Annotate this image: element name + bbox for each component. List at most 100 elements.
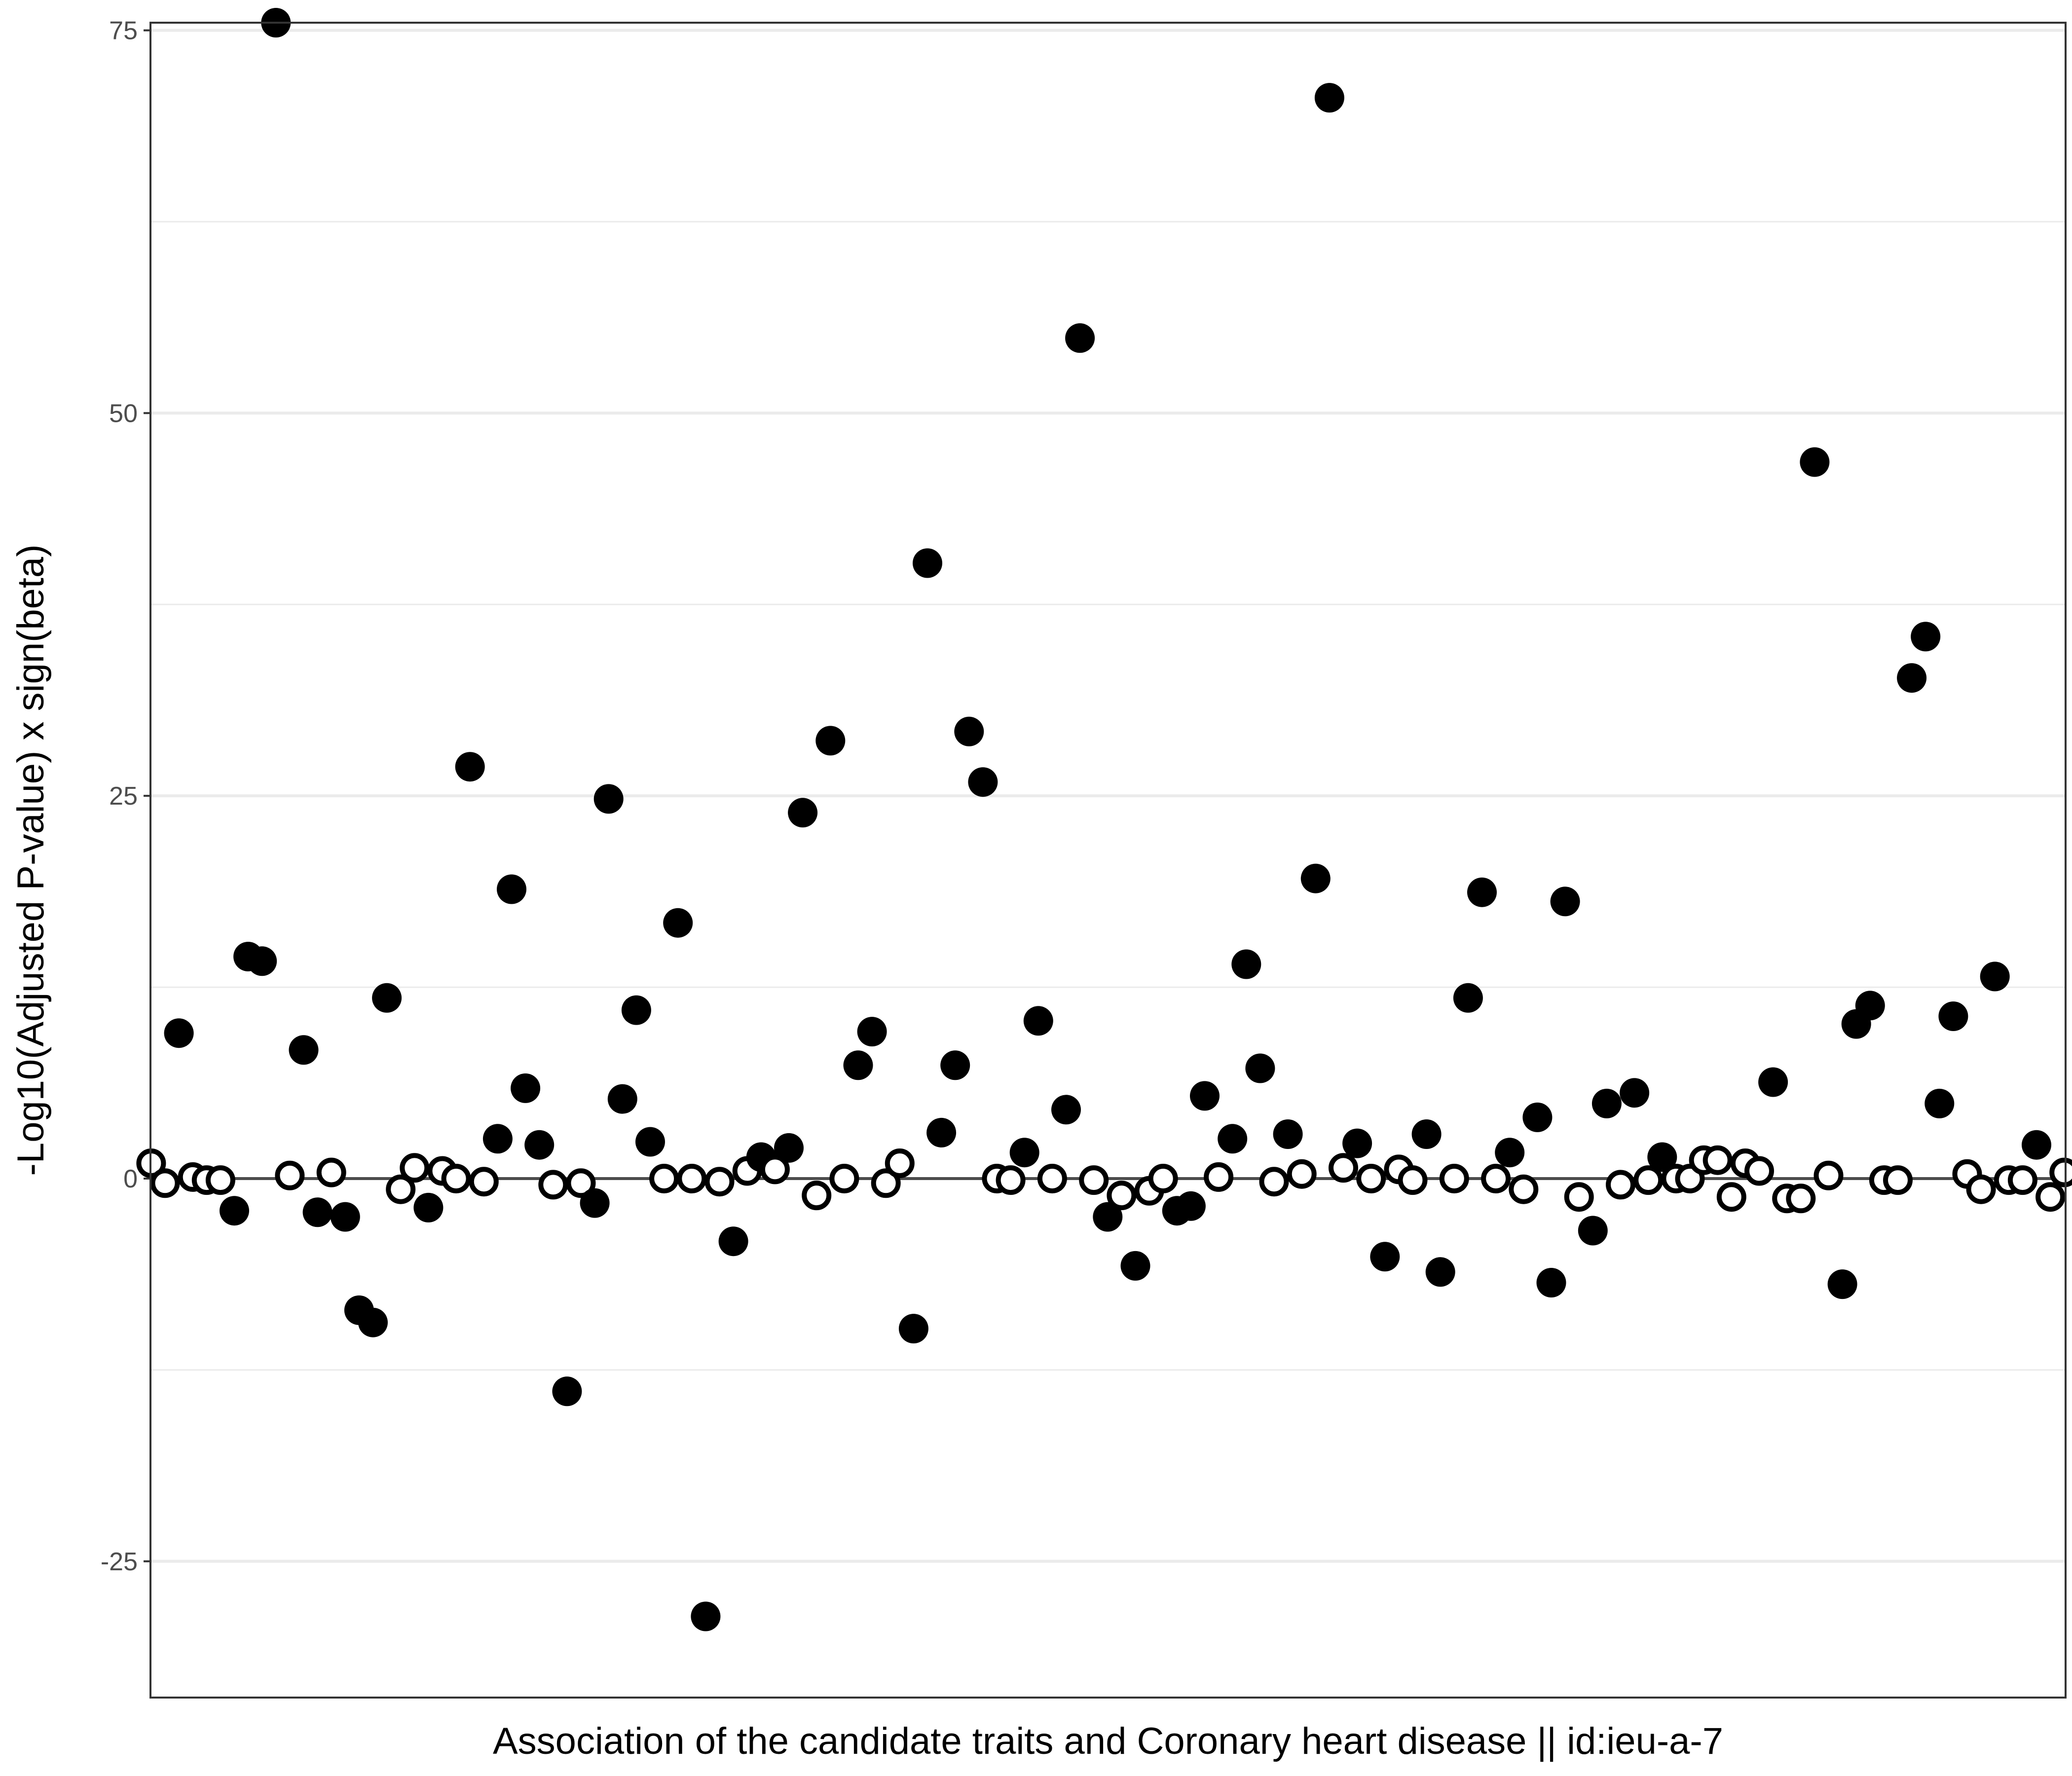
significant-point (926, 1117, 957, 1147)
significant-point (913, 548, 942, 578)
significant-point (220, 1196, 249, 1226)
nonsignificant-point (677, 1164, 707, 1193)
nonsignificant-point (150, 1168, 180, 1198)
nonsignificant-point (1744, 1156, 1774, 1186)
significant-point (1550, 887, 1580, 917)
nonsignificant-point (1037, 1164, 1067, 1193)
significant-point (1897, 663, 1927, 693)
plot-frame (149, 22, 2067, 1699)
significant-point (330, 1202, 360, 1232)
nonsignificant-point (1356, 1164, 1386, 1193)
nonsignificant-point (316, 1157, 346, 1187)
significant-point (1190, 1081, 1220, 1111)
nonsignificant-point (1204, 1162, 1234, 1192)
significant-point (1245, 1053, 1275, 1083)
nonsignificant-point (1509, 1174, 1539, 1204)
nonsignificant-point (441, 1164, 471, 1193)
significant-point (372, 983, 402, 1013)
nonsignificant-point (829, 1164, 859, 1193)
y-tick-label: 25 (109, 782, 138, 811)
significant-point (1273, 1119, 1303, 1149)
nonsignificant-point (1966, 1174, 1996, 1204)
significant-point (413, 1192, 444, 1222)
nonsignificant-point (386, 1174, 416, 1204)
significant-point (843, 1050, 873, 1080)
significant-point (1855, 991, 1885, 1021)
significant-point (1065, 323, 1095, 353)
y-tick-label: -25 (101, 1548, 138, 1576)
nonsignificant-point (1606, 1170, 1635, 1200)
significant-point (164, 1018, 194, 1048)
nonsignificant-point (2035, 1182, 2066, 1212)
significant-point (1911, 622, 1941, 652)
nonsignificant-point (871, 1168, 901, 1198)
significant-point (1453, 983, 1483, 1013)
significant-point (774, 1133, 804, 1163)
significant-point (455, 752, 485, 782)
significant-point (788, 798, 818, 828)
nonsignificant-point (1329, 1153, 1358, 1183)
significant-point (1370, 1242, 1400, 1272)
nonsignificant-point (400, 1153, 430, 1183)
significant-point (607, 1084, 637, 1114)
significant-point (482, 1124, 513, 1154)
nonsignificant-point (1398, 1165, 1428, 1195)
significant-point (968, 767, 998, 797)
nonsignificant-point (1702, 1145, 1733, 1175)
significant-point (1231, 949, 1261, 979)
significant-point (247, 946, 277, 976)
significant-point (663, 908, 693, 938)
significant-point (635, 1127, 665, 1157)
significant-point (1578, 1216, 1608, 1246)
significant-point (302, 1197, 333, 1227)
significant-point (1591, 1088, 1622, 1118)
y-axis-title: -Log10(Adjusted P-value) x sign(beta) (10, 544, 52, 1176)
x-axis-title: Association of the candidate traits and … (493, 1720, 1723, 1762)
nonsignificant-point (885, 1148, 915, 1178)
significant-point (1522, 1102, 1553, 1132)
nonsignificant-point (566, 1168, 596, 1198)
nonsignificant-point (2049, 1157, 2072, 1187)
significant-point (1342, 1128, 1372, 1158)
nonsignificant-point (2007, 1165, 2037, 1195)
significant-point (1009, 1138, 1039, 1168)
nonsignificant-point (1287, 1159, 1317, 1189)
significant-point (1827, 1269, 1857, 1299)
nonsignificant-point (802, 1181, 832, 1211)
significant-point (1314, 83, 1344, 113)
significant-point (2022, 1130, 2051, 1160)
nonsignificant-point (1107, 1181, 1137, 1211)
significant-point (1980, 962, 2010, 992)
y-axis: -25 0 25 50 75 (101, 17, 150, 1576)
significant-point (497, 874, 526, 904)
y-tick-label: 50 (109, 399, 138, 428)
significant-point (1023, 1006, 1053, 1036)
significant-point (815, 726, 846, 756)
significant-point (898, 1314, 928, 1344)
significant-point (524, 1130, 555, 1160)
nonsignificant-point (1079, 1165, 1109, 1195)
significant-point (552, 1376, 582, 1406)
significant-point (1467, 877, 1497, 907)
significant-point (621, 995, 651, 1025)
significant-point (1495, 1138, 1525, 1168)
data-points (136, 8, 2072, 1631)
significant-point (1924, 1088, 1955, 1118)
significant-point (1411, 1119, 1442, 1149)
significant-point (940, 1050, 970, 1080)
nonsignificant-point (1481, 1164, 1511, 1193)
nonsignificant-point (760, 1154, 790, 1184)
significant-point (718, 1226, 748, 1257)
nonsignificant-point (1813, 1160, 1844, 1190)
y-tick-label: 0 (123, 1165, 138, 1193)
significant-point (1425, 1257, 1455, 1287)
nonsignificant-point (1564, 1182, 1594, 1212)
nonsignificant-point (704, 1167, 735, 1197)
significant-point (1218, 1124, 1248, 1154)
significant-point (1647, 1142, 1677, 1172)
nonsignificant-point (649, 1164, 679, 1193)
significant-point (1800, 447, 1830, 477)
nonsignificant-point (1259, 1167, 1289, 1197)
nonsignificant-point (1148, 1164, 1178, 1193)
